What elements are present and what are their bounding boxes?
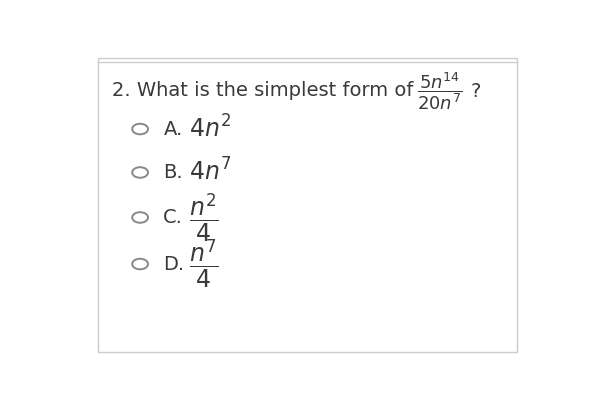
Text: $4n^{2}$: $4n^{2}$ xyxy=(189,115,231,143)
Circle shape xyxy=(132,212,148,223)
Text: B.: B. xyxy=(163,163,183,182)
Circle shape xyxy=(132,259,148,269)
Text: A.: A. xyxy=(163,120,182,139)
Text: $\dfrac{5n^{14}}{20n^{7}}$: $\dfrac{5n^{14}}{20n^{7}}$ xyxy=(417,70,463,112)
Text: ?: ? xyxy=(470,82,481,101)
Text: $4n^{7}$: $4n^{7}$ xyxy=(189,159,231,186)
Text: D.: D. xyxy=(163,255,184,274)
Circle shape xyxy=(132,167,148,178)
Text: $\dfrac{n^{7}}{4}$: $\dfrac{n^{7}}{4}$ xyxy=(189,238,218,290)
Text: 2. What is the simplest form of: 2. What is the simplest form of xyxy=(112,81,413,100)
FancyBboxPatch shape xyxy=(98,58,517,353)
Circle shape xyxy=(132,124,148,134)
Text: C.: C. xyxy=(163,208,183,227)
Text: $\dfrac{n^{2}}{4}$: $\dfrac{n^{2}}{4}$ xyxy=(189,191,218,244)
